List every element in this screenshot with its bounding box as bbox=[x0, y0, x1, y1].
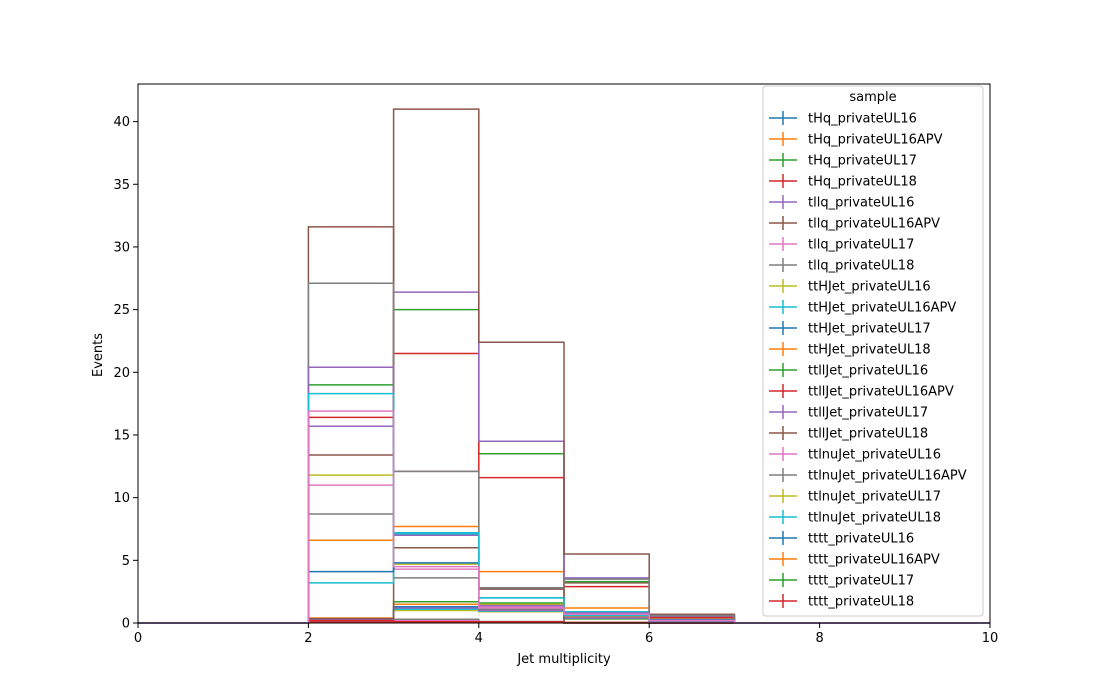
legend-entry: tllq_privateUL17 bbox=[769, 237, 914, 253]
legend-label: tttt_privateUL16 bbox=[808, 532, 914, 547]
legend-label: tHq_privateUL18 bbox=[808, 175, 917, 190]
legend-label: tHq_privateUL17 bbox=[808, 154, 917, 169]
legend-entry: ttllJet_privateUL18 bbox=[769, 426, 928, 442]
legend-label: tllq_privateUL18 bbox=[808, 259, 914, 274]
legend-label: tttt_privateUL18 bbox=[808, 595, 914, 610]
legend-entry: tttt_privateUL16 bbox=[769, 531, 914, 547]
legend-entry: ttHJet_privateUL18 bbox=[769, 342, 931, 358]
legend-entry: tttt_privateUL16APV bbox=[769, 552, 940, 568]
legend-entry: ttllJet_privateUL17 bbox=[769, 405, 928, 421]
legend-label: tllq_privateUL17 bbox=[808, 238, 914, 253]
legend: sample tHq_privateUL16 tHq_privateUL16APV… bbox=[762, 85, 984, 617]
y-axis-label: Events bbox=[91, 333, 106, 377]
y-tick-label: 15 bbox=[113, 428, 130, 443]
y-tick-label: 40 bbox=[113, 115, 130, 130]
legend-label: ttllJet_privateUL16APV bbox=[808, 385, 954, 400]
legend-entry: ttllJet_privateUL16APV bbox=[769, 384, 954, 400]
legend-entry: ttlnuJet_privateUL17 bbox=[769, 489, 941, 505]
legend-items: tHq_privateUL16 tHq_privateUL16APV tHq_pri… bbox=[769, 111, 967, 610]
legend-entry: tllq_privateUL16APV bbox=[769, 216, 940, 232]
legend-entry: tttt_privateUL18 bbox=[769, 594, 914, 610]
legend-title: sample bbox=[849, 90, 896, 105]
legend-entry: ttlnuJet_privateUL18 bbox=[769, 510, 941, 526]
legend-entry: ttlnuJet_privateUL16 bbox=[769, 447, 941, 463]
legend-frame bbox=[762, 85, 984, 617]
legend-label: ttlnuJet_privateUL17 bbox=[808, 490, 941, 505]
legend-entry: ttllJet_privateUL16 bbox=[769, 363, 928, 379]
y-tick-label: 25 bbox=[113, 303, 130, 318]
legend-label: tllq_privateUL16 bbox=[808, 196, 914, 211]
x-axis-label: Jet multiplicity bbox=[516, 652, 611, 667]
legend-entry: ttHJet_privateUL16 bbox=[769, 279, 931, 295]
legend-label: ttlnuJet_privateUL16APV bbox=[808, 469, 967, 484]
y-tick-label: 10 bbox=[113, 491, 130, 506]
legend-entry: tllq_privateUL16 bbox=[769, 195, 914, 211]
legend-label: tHq_privateUL16 bbox=[808, 112, 917, 127]
y-tick-label: 30 bbox=[113, 240, 130, 255]
legend-label: tttt_privateUL17 bbox=[808, 574, 914, 589]
y-tick-label: 35 bbox=[113, 178, 130, 193]
legend-label: ttHJet_privateUL16 bbox=[808, 280, 931, 295]
y-tick-label: 0 bbox=[122, 617, 130, 632]
legend-label: ttlnuJet_privateUL16 bbox=[808, 448, 941, 463]
legend-label: ttlnuJet_privateUL18 bbox=[808, 511, 941, 526]
legend-entry: tHq_privateUL17 bbox=[769, 153, 917, 169]
x-tick-label: 10 bbox=[982, 631, 999, 646]
legend-entry: tHq_privateUL18 bbox=[769, 174, 917, 190]
legend-entry: ttlnuJet_privateUL16APV bbox=[769, 468, 967, 484]
legend-label: tllq_privateUL16APV bbox=[808, 217, 940, 232]
y-axis: 0 5 10 15 20 25 30 35 40 bbox=[113, 115, 138, 632]
x-tick-label: 2 bbox=[304, 631, 312, 646]
x-axis: 0 2 4 6 8 10 bbox=[134, 623, 998, 646]
legend-label: ttHJet_privateUL16APV bbox=[808, 301, 956, 316]
legend-label: tttt_privateUL16APV bbox=[808, 553, 940, 568]
legend-label: ttHJet_privateUL17 bbox=[808, 322, 931, 337]
legend-entry: tHq_privateUL16 bbox=[769, 111, 917, 127]
legend-entry: tllq_privateUL18 bbox=[769, 258, 914, 274]
legend-entry: ttHJet_privateUL17 bbox=[769, 321, 931, 337]
legend-entry: tHq_privateUL16APV bbox=[769, 132, 943, 148]
legend-entry: ttHJet_privateUL16APV bbox=[769, 300, 956, 316]
legend-label: ttllJet_privateUL16 bbox=[808, 364, 928, 379]
x-tick-label: 8 bbox=[815, 631, 823, 646]
legend-label: ttllJet_privateUL17 bbox=[808, 406, 928, 421]
plot-frame bbox=[137, 83, 991, 624]
legend-label: tHq_privateUL16APV bbox=[808, 133, 943, 148]
legend-label: ttllJet_privateUL18 bbox=[808, 427, 928, 442]
y-tick-label: 20 bbox=[113, 366, 130, 381]
legend-entry: tttt_privateUL17 bbox=[769, 573, 914, 589]
y-tick-label: 5 bbox=[122, 554, 130, 569]
x-tick-label: 4 bbox=[475, 631, 483, 646]
x-tick-label: 6 bbox=[645, 631, 653, 646]
legend-label: ttHJet_privateUL18 bbox=[808, 343, 931, 358]
x-tick-label: 0 bbox=[134, 631, 142, 646]
